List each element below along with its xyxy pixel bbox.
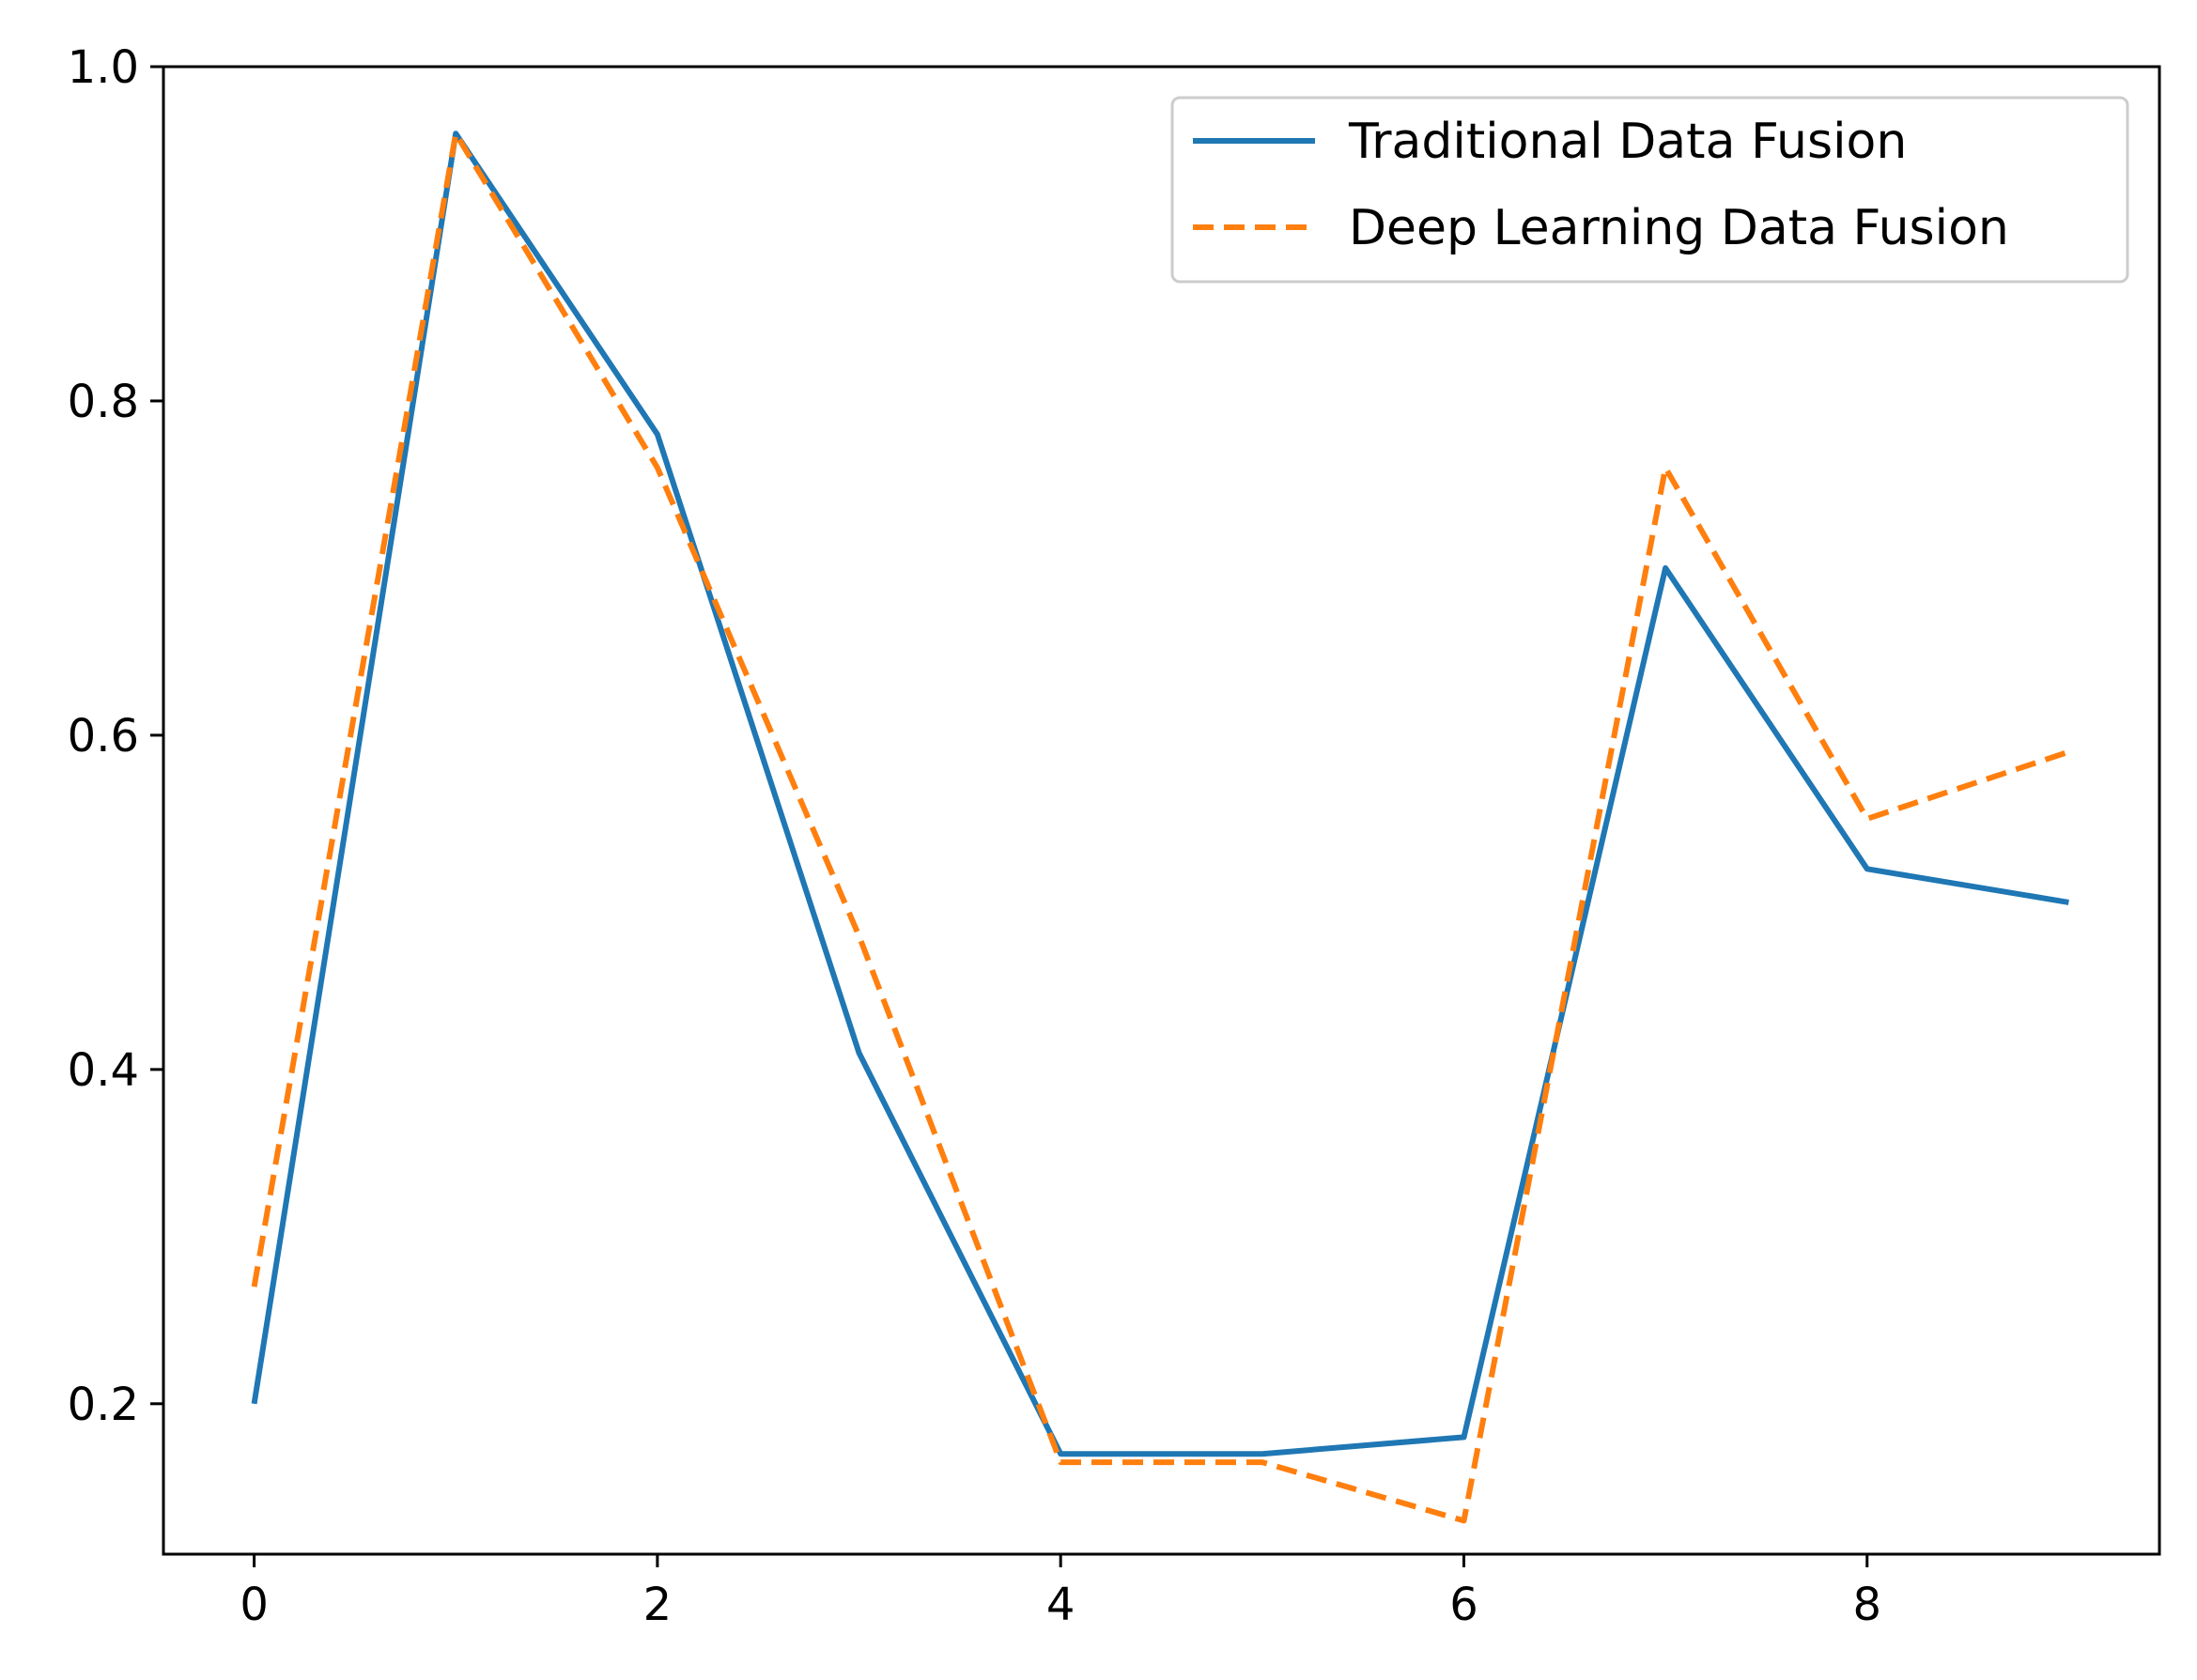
series-line-deep-learning <box>251 131 2070 1524</box>
x-tick-label: 8 <box>1852 1579 1881 1631</box>
x-tick-label: 2 <box>643 1579 673 1631</box>
axes-layer: 0 2 4 6 8 0.2 0.4 0.6 0.8 1.0 <box>68 41 1881 1631</box>
y-tick-label: 0.6 <box>68 710 139 763</box>
y-tick-label: 1.0 <box>68 41 139 94</box>
legend-label: Traditional Data Fusion <box>1348 114 1907 170</box>
series-layer <box>251 131 2070 1524</box>
legend: Traditional Data Fusion Deep Learning Dat… <box>1170 96 2129 284</box>
x-tick-label: 4 <box>1046 1579 1075 1631</box>
series-line-traditional <box>251 131 2069 1457</box>
legend-box <box>1170 96 2129 284</box>
x-tick-label: 0 <box>240 1579 269 1631</box>
x-tick-label: 6 <box>1449 1579 1478 1631</box>
y-tick-label: 0.2 <box>68 1379 139 1431</box>
plot-frame <box>162 65 2161 1556</box>
y-tick-label: 0.8 <box>68 376 139 428</box>
legend-label: Deep Learning Data Fusion <box>1349 200 2009 256</box>
y-tick-label: 0.4 <box>68 1044 139 1097</box>
